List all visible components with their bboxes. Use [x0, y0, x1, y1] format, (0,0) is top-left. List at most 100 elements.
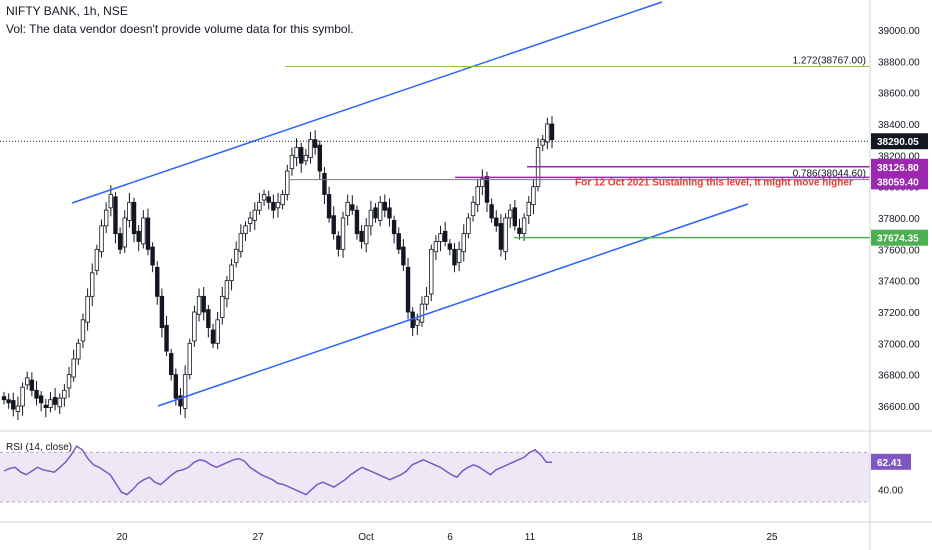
candle-body	[447, 243, 453, 250]
y-tick-label: 38600.00	[878, 89, 920, 100]
candle-body	[308, 139, 313, 159]
candle-body	[508, 209, 513, 219]
candle-body	[415, 319, 420, 326]
y-tick-label: 36600.00	[878, 402, 920, 413]
y-tick-label: 38400.00	[878, 120, 920, 131]
candle-body	[150, 246, 155, 266]
candle-body	[368, 209, 374, 227]
candle-body	[391, 219, 397, 235]
candle-body	[192, 311, 197, 342]
candle-body	[322, 172, 327, 195]
candle-body	[43, 404, 48, 408]
candle-body	[136, 230, 141, 242]
x-tick-label: 20	[116, 532, 128, 543]
candle-body	[247, 217, 253, 224]
candle-body	[326, 194, 332, 219]
y-tick-label: 37600.00	[878, 245, 920, 256]
candle-body	[470, 201, 476, 217]
candle-body	[340, 217, 346, 250]
candle-body	[442, 230, 448, 242]
candle-body	[275, 201, 281, 209]
candle-body	[540, 139, 545, 146]
resistance-lower-tag-bg	[871, 173, 928, 190]
candle-body	[475, 186, 480, 206]
candle-body	[206, 309, 211, 329]
candle-body	[484, 176, 490, 203]
candle-body	[99, 225, 104, 253]
candle-body	[196, 295, 202, 315]
candlestick-series	[1, 116, 555, 420]
candle-body	[164, 324, 169, 352]
fib-0786-label: 0.786(38044.60)	[793, 169, 866, 180]
candle-body	[6, 399, 11, 404]
candle-body	[271, 201, 276, 211]
candle-body	[512, 207, 518, 227]
support-tag: 37674.35	[877, 234, 919, 245]
resistance-upper-tag: 38126.80	[877, 163, 919, 174]
lower-channel-line	[157, 203, 749, 407]
candle-body	[20, 386, 25, 407]
candle-body	[257, 201, 262, 211]
candle-body	[461, 233, 466, 253]
candle-body	[90, 272, 95, 297]
candle-body	[317, 144, 322, 172]
candle-body	[122, 217, 127, 248]
candle-body	[11, 400, 16, 410]
candle-body	[266, 196, 271, 203]
candle-body	[25, 377, 30, 386]
y-tick-label: 37000.00	[878, 339, 920, 350]
candle-body	[350, 204, 355, 211]
candle-body	[220, 295, 225, 318]
candle-body	[345, 201, 350, 217]
candle-body	[224, 280, 230, 300]
candle-body	[178, 395, 183, 407]
y-tick-label: 38200.00	[878, 151, 920, 162]
x-tick-label: 18	[631, 532, 643, 543]
candle-body	[429, 248, 434, 295]
candle-body	[57, 397, 62, 408]
candle-body	[48, 399, 53, 408]
x-tick-label: 6	[447, 532, 453, 543]
candle-body	[76, 342, 81, 360]
candle-body	[113, 196, 118, 235]
candle-body	[312, 139, 318, 148]
rsi-title: RSI (14, close)	[6, 442, 72, 453]
candle-body	[285, 170, 290, 195]
candle-body	[34, 389, 39, 399]
candle-body	[373, 207, 378, 219]
candle-body	[243, 225, 248, 235]
candle-body	[494, 217, 499, 227]
drawing-overlays: 1.272(38767.00) 0.786(38044.60)For 12 Oct…	[0, 1, 870, 407]
rsi-pane: RSI (14, close) 40.00 62.41	[0, 442, 911, 503]
volume-note: Vol: The data vendor doesn't provide vol…	[6, 22, 354, 36]
candle-body	[382, 201, 388, 211]
candle-body	[452, 248, 457, 266]
candle-body	[131, 201, 137, 235]
x-tick-label: 11	[525, 532, 536, 543]
resistance-upper-tag-bg	[871, 158, 928, 175]
candle-body	[141, 217, 146, 245]
candle-body	[103, 209, 109, 227]
fib-1272-label: 1.272(38767.00)	[793, 56, 866, 67]
y-tick-label: 36800.00	[878, 371, 920, 382]
candle-body	[94, 248, 100, 271]
candle-body	[526, 201, 531, 217]
candle-body	[29, 379, 35, 391]
candle-body	[1, 396, 7, 401]
candle-body	[549, 123, 555, 141]
candle-body	[280, 194, 285, 206]
candle-body	[289, 154, 295, 170]
candle-body	[294, 147, 299, 159]
candle-body	[387, 207, 392, 219]
y-tick-label: 39000.00	[878, 26, 920, 37]
rsi-value-tag-bg	[871, 453, 911, 470]
candle-body	[503, 217, 508, 253]
candle-body	[168, 353, 174, 376]
y-tick-label: 37200.00	[878, 308, 920, 319]
candle-body	[377, 201, 383, 221]
candle-body	[401, 246, 406, 266]
candle-body	[299, 147, 304, 164]
y-tick-label: 37400.00	[878, 277, 920, 288]
